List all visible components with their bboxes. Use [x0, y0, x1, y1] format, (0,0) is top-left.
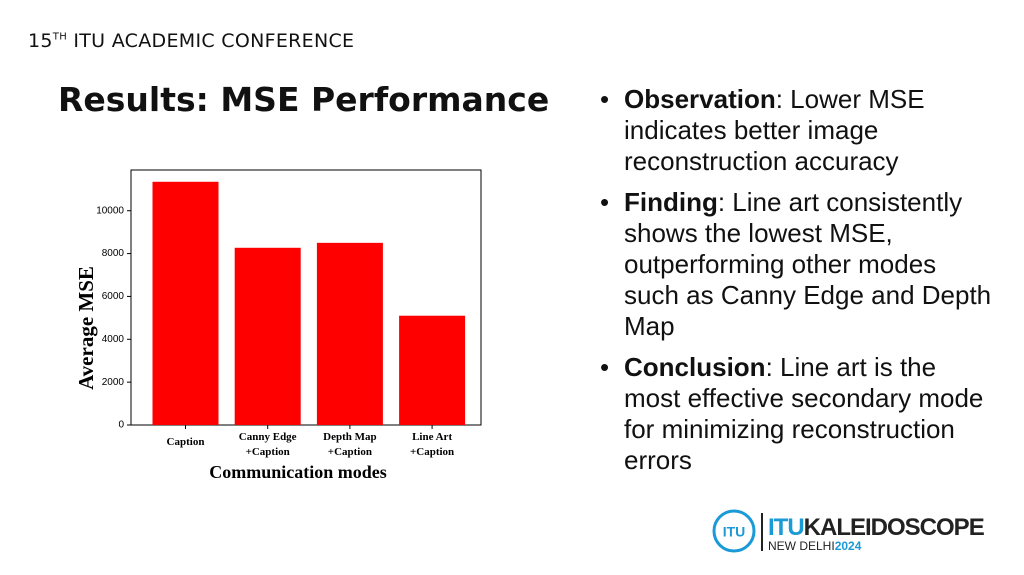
- bar: [152, 181, 219, 425]
- y-tick-label: 6000: [102, 291, 125, 302]
- bullet-list: Observation: Lower MSE indicates better …: [600, 84, 995, 486]
- y-tick-label: 2000: [102, 377, 125, 388]
- bar: [234, 247, 301, 425]
- logo-itu: ITU: [768, 514, 804, 541]
- chart: Average MSE Communication modes 0 2000 400…: [74, 169, 482, 482]
- logo: ITU ITUKALEIDOSCOPE NEW DELHI2024: [712, 509, 986, 553]
- bullet: Finding: Line art consistently shows the…: [600, 187, 995, 342]
- y-tick-label: 0: [118, 420, 124, 431]
- bar: [316, 242, 383, 425]
- x-tick-label: Caption: [166, 436, 205, 448]
- y-tick-label: 10000: [96, 205, 124, 216]
- bullet-label: Finding: [624, 187, 718, 217]
- x-tick-label: Depth Map +Caption: [323, 431, 377, 458]
- logo-title: ITUKALEIDOSCOPE: [768, 514, 985, 541]
- y-tick-label: 8000: [102, 248, 125, 259]
- bullet-text: : Line art consistently shows the lowest…: [624, 187, 992, 341]
- bullet: Conclusion: Line art is the most effecti…: [600, 352, 995, 476]
- bullet-label: Observation: [624, 84, 776, 114]
- x-tick-label: Canny Edge +Caption: [238, 431, 297, 458]
- bullet-label: Conclusion: [624, 352, 766, 382]
- logo-subtitle: NEW DELHI2024: [768, 539, 862, 553]
- logo-year: 2024: [835, 539, 862, 553]
- plot-frame: [130, 169, 482, 426]
- bullet-text: : Line art is the most effective seconda…: [624, 352, 984, 475]
- logo-ring: [712, 509, 756, 553]
- logo-name: KALEIDOSCOPE: [804, 514, 985, 541]
- x-tick-label: Line Art +Caption: [410, 431, 455, 458]
- logo-city: NEW DELHI: [768, 539, 835, 553]
- slide-title: Results: MSE Performance: [58, 80, 550, 119]
- bullet: Observation: Lower MSE indicates better …: [600, 84, 995, 177]
- x-axis-label: Communication modes: [209, 462, 387, 482]
- y-tick-label: 4000: [102, 334, 125, 345]
- header-text: ITU ACADEMIC CONFERENCE: [73, 30, 355, 52]
- bullet-text: : Lower MSE indicates better image recon…: [624, 84, 925, 176]
- y-axis-label: Average MSE: [74, 266, 98, 390]
- header: 15TH ITU ACADEMIC CONFERENCE: [28, 30, 354, 52]
- header-superscript: TH: [52, 31, 68, 43]
- header-number: 15: [28, 30, 53, 52]
- bar: [399, 315, 466, 425]
- logo-emblem: ITU: [723, 524, 746, 540]
